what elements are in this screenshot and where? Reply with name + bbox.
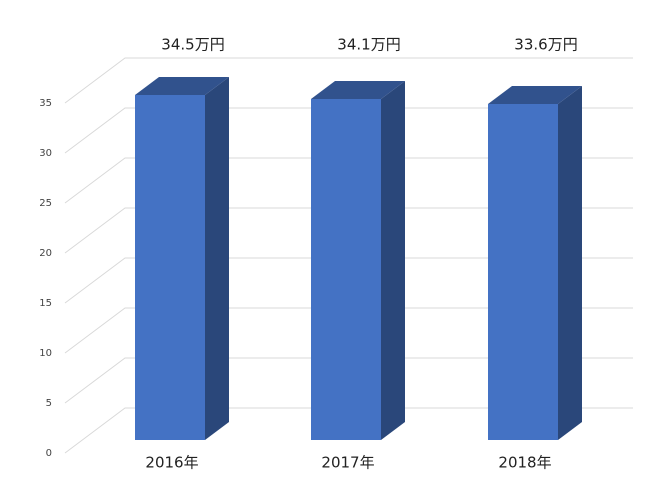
bar-side xyxy=(558,86,582,440)
y-tick-label: 5 xyxy=(46,398,52,409)
bar-top xyxy=(135,77,229,95)
bar xyxy=(488,104,558,440)
y-tick-label: 15 xyxy=(39,298,52,309)
grid-line xyxy=(64,307,633,354)
grid-line xyxy=(64,107,633,154)
grid-line xyxy=(64,407,633,454)
bar-side xyxy=(205,77,229,440)
value-label: 34.1万円 xyxy=(337,36,400,54)
value-label: 33.6万円 xyxy=(514,36,577,54)
x-tick-label: 2018年 xyxy=(498,454,551,472)
x-tick-label: 2017年 xyxy=(321,454,374,472)
grid-line xyxy=(64,357,633,404)
y-tick-label: 20 xyxy=(39,248,52,259)
y-tick-label: 35 xyxy=(39,98,52,109)
y-tick-label: 10 xyxy=(39,348,52,359)
bar-top xyxy=(488,86,582,104)
bar-side xyxy=(381,81,405,440)
grid-line xyxy=(64,157,633,204)
y-tick-label: 25 xyxy=(39,198,52,209)
bar-top xyxy=(311,81,405,99)
y-tick-label: 30 xyxy=(39,148,52,159)
value-label: 34.5万円 xyxy=(161,36,224,54)
x-tick-label: 2016年 xyxy=(145,454,198,472)
grid-line xyxy=(64,207,633,254)
grid-line xyxy=(64,57,633,104)
y-tick-label: 0 xyxy=(46,448,52,459)
bar xyxy=(311,99,381,440)
grid-line xyxy=(64,257,633,304)
bar xyxy=(135,95,205,440)
